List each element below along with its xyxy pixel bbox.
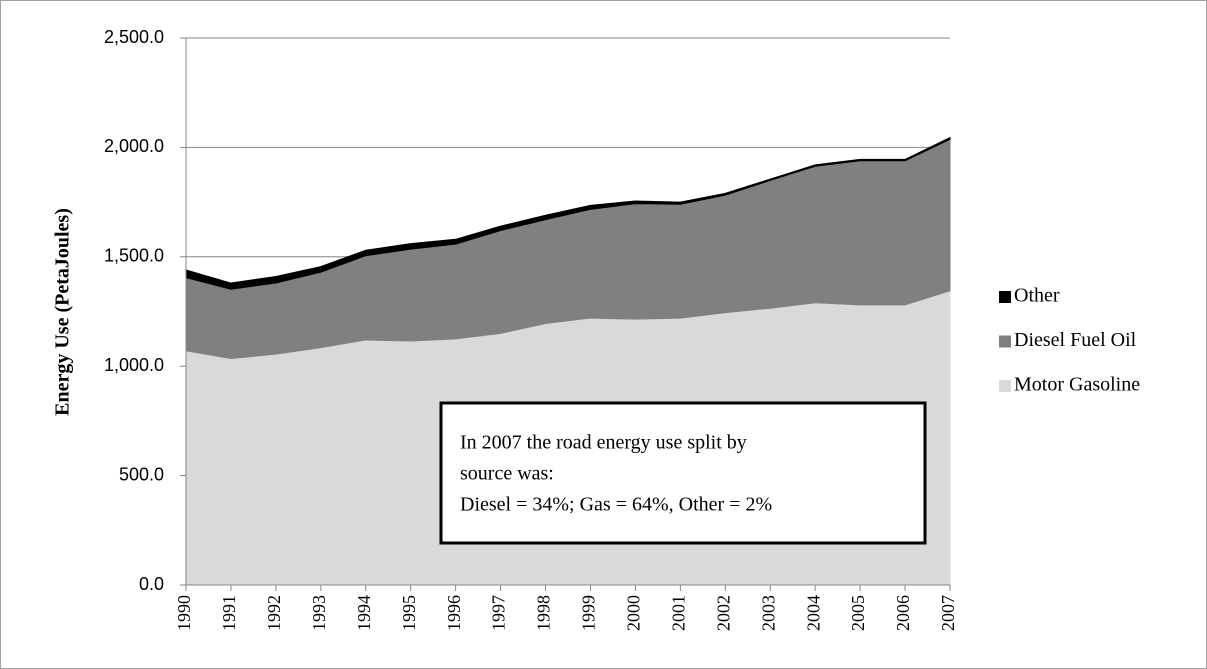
- x-tick-label: 2003: [758, 595, 778, 631]
- x-tick-label: 1993: [309, 595, 329, 631]
- x-tick-label: 1997: [489, 595, 509, 631]
- y-axis-label: Energy Use (PetaJoules): [52, 208, 74, 416]
- y-tick-label: 2,500.0: [104, 27, 164, 47]
- x-tick-label: 1995: [399, 595, 419, 631]
- y-tick-label: 500.0: [119, 464, 164, 484]
- x-tick-label: 1999: [579, 595, 599, 631]
- annotation-text: source was:: [460, 463, 554, 485]
- y-tick-label: 1,000.0: [104, 355, 164, 375]
- x-tick-label: 1996: [444, 595, 464, 631]
- x-tick-label: 1998: [534, 595, 554, 631]
- area: [185, 136, 951, 290]
- x-tick-label: 2004: [803, 595, 823, 631]
- annotation-box: [439, 401, 927, 545]
- x-tick-label: 1990: [174, 595, 194, 631]
- x-tick-label: 2001: [668, 595, 688, 631]
- x-tick-label: 2002: [713, 595, 733, 631]
- x-tick-label: 1992: [264, 595, 284, 631]
- y-tick-label: 0.0: [139, 574, 164, 594]
- annotation-text: In 2007 the road energy use split by: [460, 432, 747, 454]
- legend-label: Other: [1014, 285, 1060, 307]
- legend-swatch: [999, 380, 1011, 392]
- y-tick-label: 2,000.0: [104, 136, 164, 156]
- x-tick-label: 2000: [624, 595, 644, 631]
- legend-label: Diesel Fuel Oil: [1014, 329, 1137, 351]
- x-tick-label: 2006: [893, 595, 913, 631]
- annotation-text: Diesel = 34%; Gas = 64%, Other = 2%: [460, 494, 772, 516]
- y-tick-label: 1,500.0: [104, 246, 164, 266]
- x-tick-label: 2005: [848, 595, 868, 631]
- legend-swatch: [999, 291, 1011, 303]
- legend-swatch: [999, 335, 1011, 348]
- x-tick-label: 1991: [219, 595, 239, 631]
- x-tick-label: 1994: [354, 595, 374, 631]
- x-tick-label: 2007: [938, 595, 958, 631]
- legend-label: Motor Gasoline: [1014, 374, 1140, 396]
